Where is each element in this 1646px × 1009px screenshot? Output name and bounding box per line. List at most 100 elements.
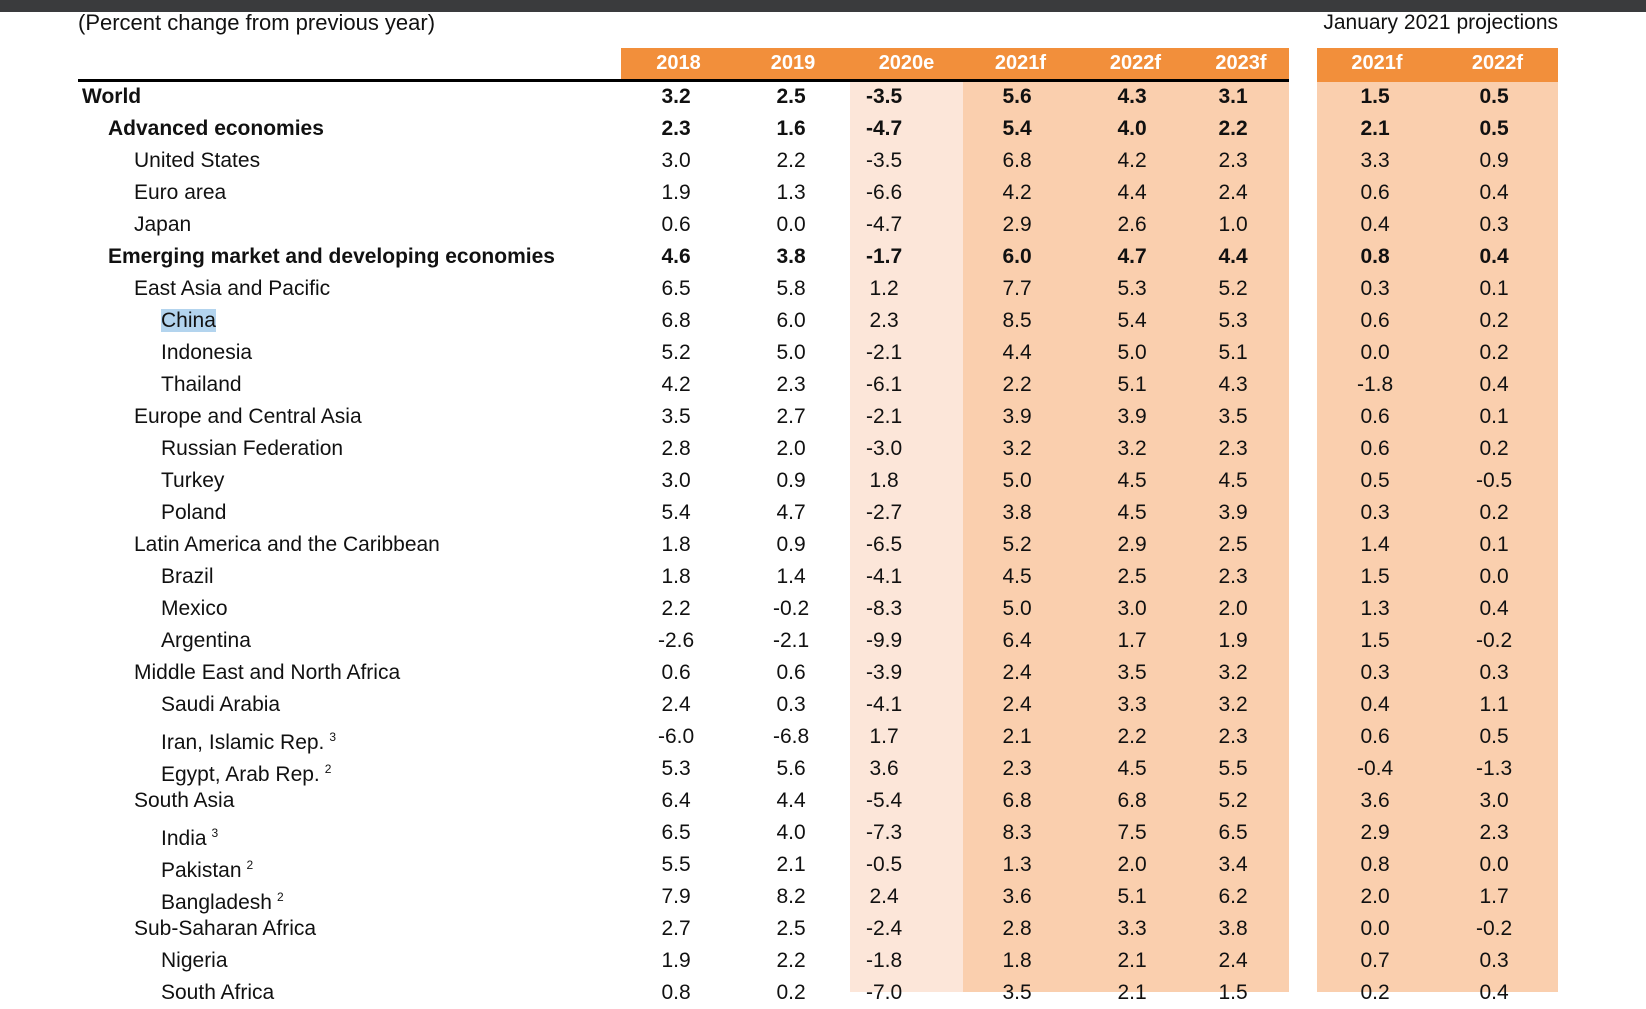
value-2020e: -7.3: [866, 821, 903, 844]
value-2023f: 3.2: [1218, 693, 1248, 716]
footnote-marker: 2: [324, 762, 332, 776]
value-2022f: 2.0: [1117, 853, 1147, 876]
column-header-2023f: 2023f: [1215, 52, 1267, 74]
value-2018: 5.3: [661, 757, 691, 780]
value-2023f: 2.4: [1218, 181, 1248, 204]
value-2019: 2.5: [776, 917, 806, 940]
window-top-bar: [0, 0, 1646, 12]
value-2018: 2.4: [661, 693, 691, 716]
value-2023f: 2.3: [1218, 725, 1248, 748]
value-2023f: 5.3: [1218, 309, 1248, 332]
value-jan-2021f: 1.4: [1360, 533, 1390, 556]
value-jan-2021f: 0.6: [1360, 437, 1390, 460]
value-2018: 3.5: [661, 405, 691, 428]
value-2020e: 1.8: [869, 469, 899, 492]
row-label: World: [82, 81, 141, 113]
row-label-text: Bangladesh: [161, 891, 272, 914]
value-2021f: 3.9: [1002, 405, 1032, 428]
value-2018: 1.9: [661, 949, 691, 972]
table-row: South Africa 0.8 0.2 -7.0 3.5 2.1 1.5 0.2 0.4: [0, 977, 1646, 1009]
value-2022f: 5.3: [1117, 277, 1147, 300]
value-2018: 6.5: [661, 821, 691, 844]
value-2021f: 3.8: [1002, 501, 1032, 524]
table-row: Euro area 1.9 1.3 -6.6 4.2 4.4 2.4 0.6 0.4: [0, 177, 1646, 209]
value-2021f: 1.8: [1002, 949, 1032, 972]
row-label-text: Pakistan: [161, 859, 242, 882]
value-2020e: -4.1: [866, 693, 903, 716]
value-2023f: 2.3: [1218, 437, 1248, 460]
value-jan-2021f: 0.0: [1360, 917, 1390, 940]
row-label-text: Russian Federation: [161, 437, 344, 460]
value-2020e: -4.1: [866, 565, 903, 588]
value-2021f: 5.0: [1002, 597, 1032, 620]
value-2022f: 5.1: [1117, 373, 1147, 396]
row-label: Japan: [134, 209, 191, 241]
row-label: India 3: [161, 817, 218, 855]
value-2022f: 1.7: [1117, 629, 1147, 652]
value-2021f: 1.3: [1002, 853, 1032, 876]
table-row: India 3 6.5 4.0 -7.3 8.3 7.5 6.5 2.9 2.3: [0, 817, 1646, 850]
value-jan-2022f: 0.5: [1479, 85, 1509, 108]
row-label-text: Saudi Arabia: [161, 693, 281, 716]
value-2018: 5.4: [661, 501, 691, 524]
table-row: Sub-Saharan Africa 2.7 2.5 -2.4 2.8 3.3 3.8 0.0…: [0, 913, 1646, 945]
value-2021f: 2.4: [1002, 661, 1032, 684]
value-2022f: 4.0: [1117, 117, 1147, 140]
selected-text: China: [161, 309, 216, 332]
value-2019: -6.8: [773, 725, 810, 748]
value-2021f: 3.2: [1002, 437, 1032, 460]
row-label-text: Emerging market and developing economies: [108, 245, 555, 268]
value-2020e: -4.7: [866, 117, 903, 140]
row-label-text: South Asia: [134, 789, 235, 812]
value-jan-2021f: 2.0: [1360, 885, 1390, 908]
value-2020e: 1.7: [869, 725, 899, 748]
value-2023f: 3.5: [1218, 405, 1248, 428]
value-2021f: 3.6: [1002, 885, 1032, 908]
table-row: Europe and Central Asia 3.5 2.7 -2.1 3.9 3.9 3…: [0, 401, 1646, 433]
footnote-marker: 3: [211, 826, 219, 840]
row-label: South Asia: [134, 785, 234, 817]
value-2023f: 4.3: [1218, 373, 1248, 396]
table-row: Poland 5.4 4.7 -2.7 3.8 4.5 3.9 0.3 0.2: [0, 497, 1646, 529]
value-2020e: -2.1: [866, 405, 903, 428]
row-label-text: Poland: [161, 501, 227, 524]
value-jan-2022f: 0.1: [1479, 277, 1509, 300]
value-2023f: 4.5: [1218, 469, 1248, 492]
value-2021f: 5.2: [1002, 533, 1032, 556]
value-2020e: -1.8: [866, 949, 903, 972]
table-row: Emerging market and developing economies…: [0, 241, 1646, 273]
value-2020e: 2.4: [869, 885, 899, 908]
value-2023f: 2.0: [1218, 597, 1248, 620]
value-jan-2022f: -0.2: [1476, 917, 1513, 940]
value-jan-2021f: 2.1: [1360, 117, 1390, 140]
value-2023f: 3.1: [1218, 85, 1248, 108]
row-label-text: Thailand: [161, 373, 242, 396]
value-2020e: -4.7: [866, 213, 903, 236]
value-2023f: 5.2: [1218, 789, 1248, 812]
value-jan-2021f: -0.4: [1357, 757, 1394, 780]
value-2023f: 6.5: [1218, 821, 1248, 844]
jan-column-header-2022f: 2022f: [1471, 52, 1524, 74]
value-jan-2022f: -0.2: [1476, 629, 1513, 652]
table-row: World 3.2 2.5 -3.5 5.6 4.3 3.1 1.5 0.5: [0, 81, 1646, 113]
table-row: Japan 0.6 0.0 -4.7 2.9 2.6 1.0 0.4 0.3: [0, 209, 1646, 241]
table-row: East Asia and Pacific 6.5 5.8 1.2 7.7 5.3 5.2 0…: [0, 273, 1646, 305]
value-2023f: 2.3: [1218, 565, 1248, 588]
table-row: Brazil 1.8 1.4 -4.1 4.5 2.5 2.3 1.5 0.0: [0, 561, 1646, 593]
value-2023f: 1.5: [1218, 981, 1248, 1004]
value-jan-2022f: 0.4: [1479, 981, 1509, 1004]
value-2018: -6.0: [658, 725, 695, 748]
value-2019: 5.8: [776, 277, 806, 300]
row-label: Latin America and the Caribbean: [134, 529, 440, 561]
value-2019: 0.2: [776, 981, 806, 1004]
row-label: East Asia and Pacific: [134, 273, 330, 305]
value-2018: 3.0: [661, 149, 691, 172]
value-2021f: 8.3: [1002, 821, 1032, 844]
value-jan-2022f: 3.0: [1479, 789, 1509, 812]
value-jan-2021f: 0.2: [1360, 981, 1390, 1004]
value-2020e: 3.6: [869, 757, 899, 780]
value-2019: 2.2: [776, 149, 806, 172]
value-2023f: 1.9: [1218, 629, 1248, 652]
table-row: Indonesia 5.2 5.0 -2.1 4.4 5.0 5.1 0.0 0.2: [0, 337, 1646, 369]
value-jan-2022f: 0.3: [1479, 213, 1509, 236]
